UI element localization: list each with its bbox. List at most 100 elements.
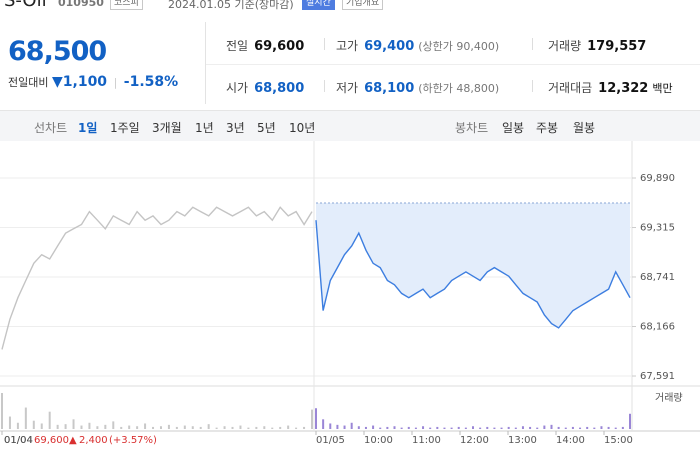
volume-bar <box>336 424 339 429</box>
volume-bar <box>364 426 367 429</box>
tab[interactable]: 1년 <box>195 121 214 135</box>
tab[interactable]: 일봉 <box>502 121 525 135</box>
volume-bar <box>543 425 546 429</box>
sep <box>324 38 325 50</box>
volume-bar <box>422 426 425 429</box>
value: 68,100 <box>364 81 415 96</box>
volume-bar <box>593 427 596 429</box>
volume-bar <box>263 426 266 429</box>
y-tick-label: 68,166 <box>640 321 675 332</box>
volume-bar <box>48 411 51 429</box>
volume-bar <box>144 423 147 429</box>
volume-bar <box>429 427 432 429</box>
volume-bar <box>407 426 410 429</box>
volume-bar <box>175 426 178 429</box>
volume-bar <box>72 419 75 429</box>
volume-bar <box>80 425 83 429</box>
volume-bar <box>607 426 610 429</box>
current-price: 68,500 <box>8 36 107 67</box>
down-arrow: ▼ <box>51 74 63 90</box>
note: (상한가 90,400) <box>418 40 500 53</box>
value: 179,557 <box>587 39 647 54</box>
info-cell: 시가 68,800 <box>226 79 304 96</box>
footer-close: 69,600 <box>34 435 69 446</box>
volume-label: 거래량 <box>655 392 683 404</box>
tab-label: 선차트 <box>34 121 68 135</box>
info-cell: 거래량 179,557 <box>548 37 646 54</box>
volume-bar <box>457 426 460 429</box>
tab[interactable]: 1주일 <box>110 121 140 135</box>
x-tick-label: 01/05 <box>316 435 345 446</box>
volume-bar <box>303 426 306 429</box>
volume-bar <box>199 426 202 429</box>
tab[interactable]: 1일 <box>78 121 98 135</box>
tab-label: 봉차트 <box>455 121 489 135</box>
tab[interactable]: 3년 <box>226 121 245 135</box>
date: 2024.01.05 기준(장마감) <box>168 0 294 11</box>
change-value: 1,100 <box>62 74 108 90</box>
volume-bar <box>136 426 139 429</box>
volume-bar <box>32 420 35 429</box>
volume-bar <box>343 425 346 429</box>
label: 고가 <box>336 39 359 53</box>
volume-bar <box>550 424 553 429</box>
realtime-button[interactable]: 실시간 <box>302 0 335 10</box>
x-tick-label: 13:00 <box>508 435 537 446</box>
change-label: 전일대비 <box>8 76 49 89</box>
volume-bar <box>231 426 234 429</box>
footer-date: 01/04 <box>4 435 33 446</box>
company-button[interactable]: 기업개요 <box>342 0 384 10</box>
volume-bar <box>379 427 382 429</box>
info-cell: 고가 69,400 (상한가 90,400) <box>336 37 499 54</box>
x-tick-label: 14:00 <box>556 435 585 446</box>
change-row: 전일대비 ▼1,100 | -1.58% <box>8 74 178 90</box>
info-cell: 저가 68,100 (하한가 48,800) <box>336 79 499 96</box>
volume-bar <box>1 393 3 429</box>
volume-bar <box>96 426 99 429</box>
volume-bar <box>255 426 258 429</box>
volume-bar <box>443 427 446 429</box>
volume-bar <box>414 427 417 429</box>
label: 저가 <box>336 81 359 95</box>
info-table: 전일 69,600 고가 69,400 (상한가 90,400) 거래량 179,557… <box>206 22 700 104</box>
sep <box>532 38 533 50</box>
info-row <box>206 22 700 65</box>
tab[interactable]: 3개월 <box>152 121 182 135</box>
volume-bar <box>621 426 624 429</box>
volume-bar <box>372 425 375 429</box>
market-badge: 코스피 <box>110 0 143 10</box>
volume-bar <box>271 427 274 429</box>
volume-bar <box>521 426 524 429</box>
y-tick-label: 68,741 <box>640 272 675 283</box>
volume-bar <box>279 426 282 429</box>
tab[interactable]: 5년 <box>257 121 276 135</box>
label: 거래량 <box>548 39 582 53</box>
volume-bar <box>329 423 332 429</box>
volume-bar <box>614 427 617 429</box>
tab[interactable]: 주봉 <box>536 121 559 135</box>
volume-bar <box>464 427 467 429</box>
change-pct: -1.58% <box>123 74 179 90</box>
volume-bar <box>159 426 162 429</box>
volume-bar <box>400 427 403 429</box>
volume-bar <box>295 427 298 429</box>
price-line <box>315 220 631 329</box>
volume-bar <box>311 409 313 429</box>
tab[interactable]: 10년 <box>289 121 316 135</box>
tab[interactable]: 월봉 <box>573 121 596 135</box>
volume-bar <box>112 421 115 429</box>
info-cell: 전일 69,600 <box>226 37 304 54</box>
volume-bar <box>486 426 489 429</box>
label: 거래대금 <box>548 81 593 95</box>
volume-bar <box>223 426 226 429</box>
sep <box>324 80 325 92</box>
sep <box>532 80 533 92</box>
volume-bar <box>322 419 325 429</box>
x-tick-label: 01/04 <box>4 435 33 446</box>
x-tick-label: 15:00 <box>604 435 633 446</box>
volume-bar <box>56 424 59 429</box>
volume-bar <box>479 427 482 429</box>
volume-bar <box>239 425 242 429</box>
footer-pct: (+3.57%) <box>109 435 157 446</box>
